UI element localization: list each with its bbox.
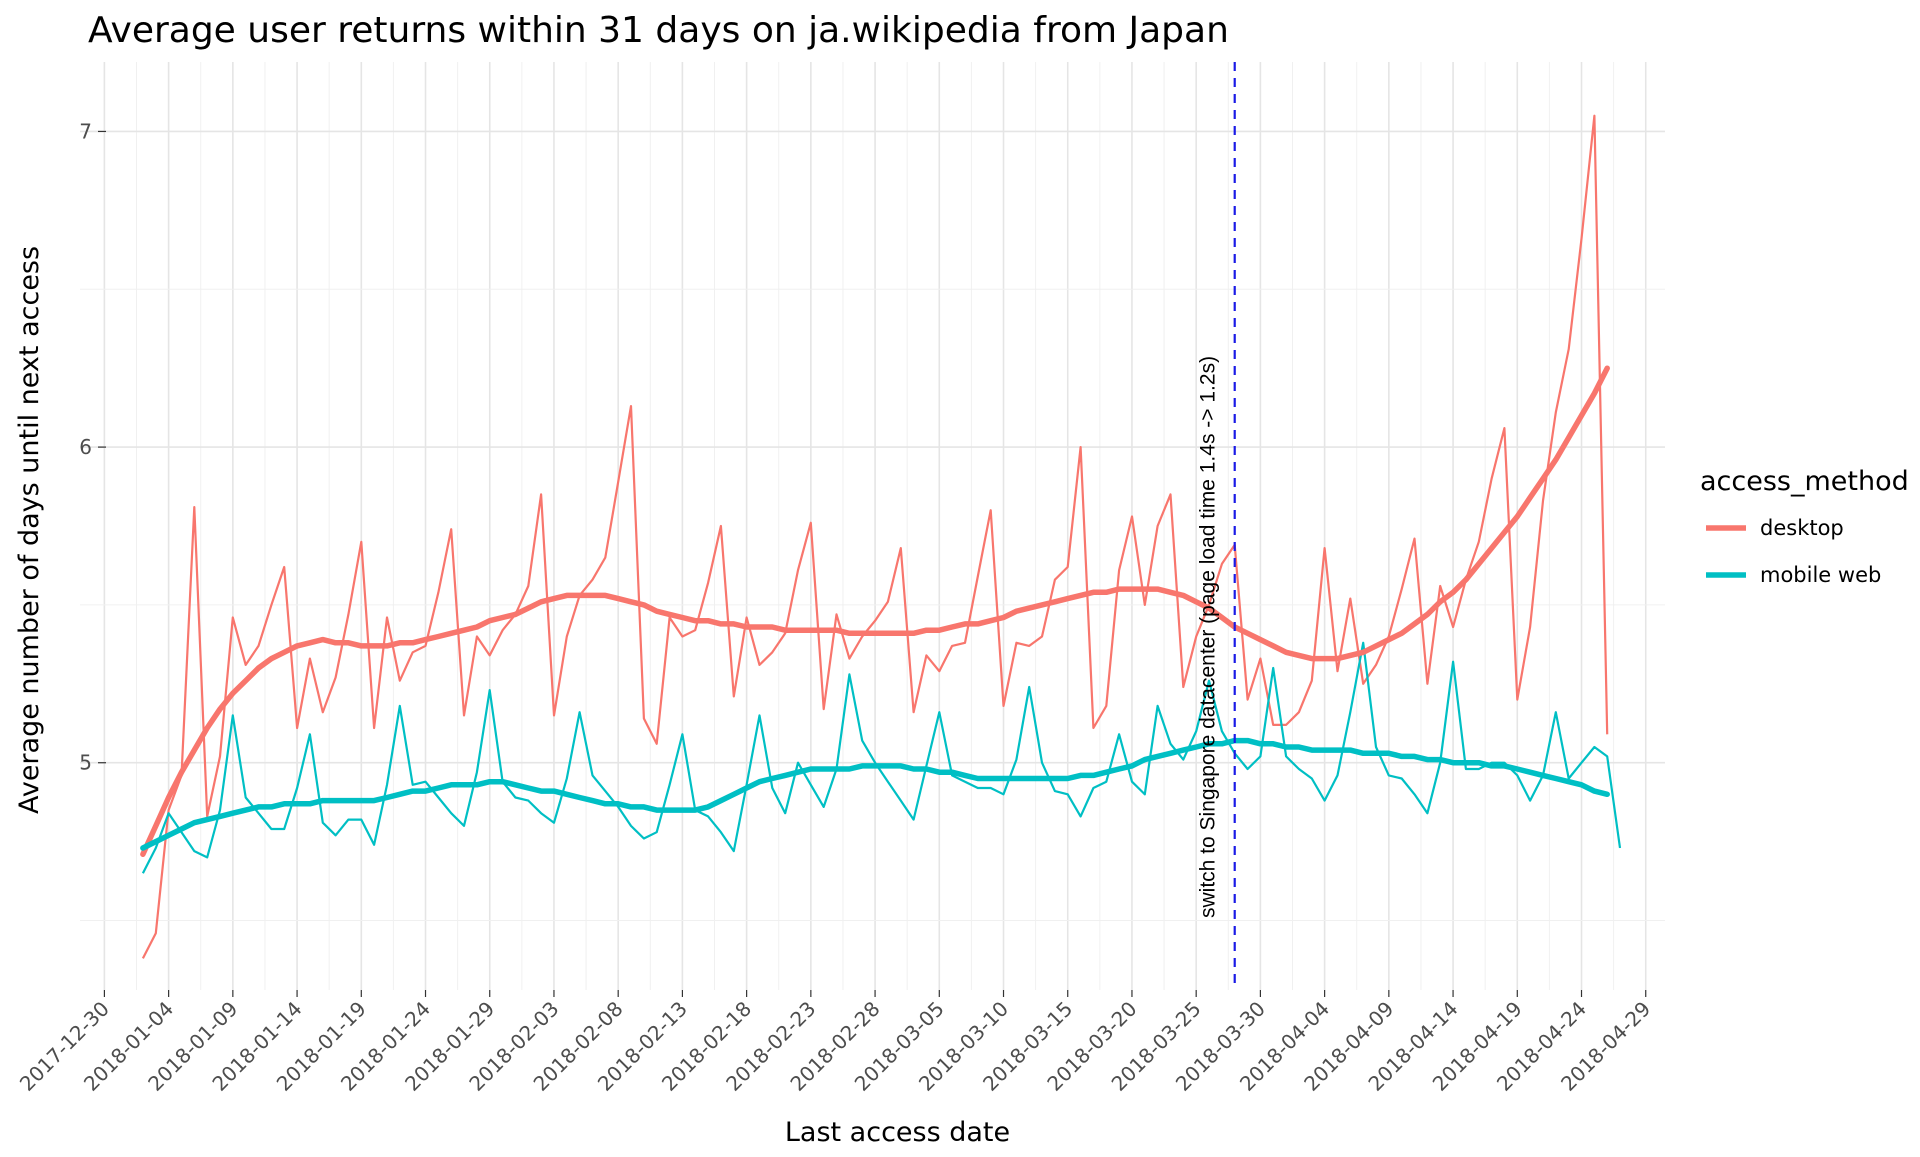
y-tick-label: 6 <box>79 435 92 459</box>
x-axis: 2017-12-302018-01-042018-01-092018-01-14… <box>15 990 1655 1096</box>
gridlines <box>80 62 1665 990</box>
trend-line-mobile-web <box>140 737 1610 851</box>
annotation-text: switch to Singapore datacenter (page loa… <box>1197 356 1220 918</box>
x-axis-title: Last access date <box>785 1117 1010 1148</box>
y-tick-label: 5 <box>79 751 92 775</box>
y-tick-label: 7 <box>79 119 92 143</box>
legend-label: mobile web <box>1760 563 1881 587</box>
series-line-mobile-web <box>141 641 1622 874</box>
legend-title: access_method <box>1700 466 1909 497</box>
y-axis-title: Average number of days until next access <box>14 246 45 814</box>
trend-line-desktop <box>140 365 1610 858</box>
y-axis: 5 6 7 <box>79 119 106 775</box>
series-group <box>140 114 1622 959</box>
series-line-desktop <box>141 114 1609 959</box>
legend-label: desktop <box>1760 516 1844 540</box>
chart-title: Average user returns within 31 days on j… <box>88 10 1229 51</box>
